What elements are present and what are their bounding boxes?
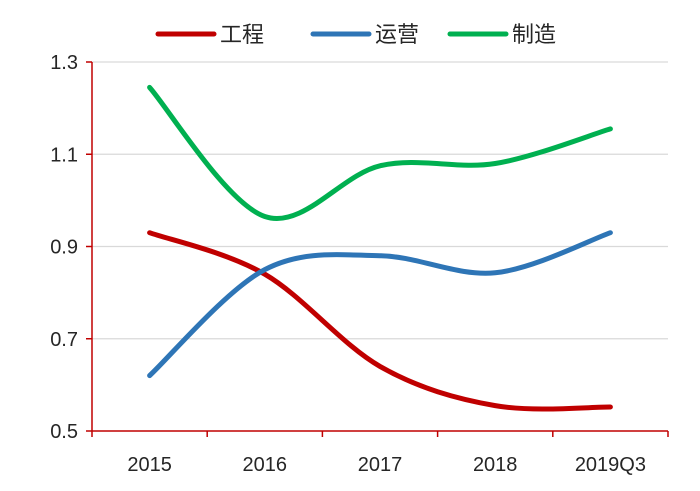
- x-tick-label: 2015: [127, 454, 172, 476]
- gridlines: [92, 61, 668, 340]
- y-tick-label: 1.1: [50, 144, 78, 166]
- x-tick-label: 2019Q3: [575, 454, 646, 476]
- y-tick-label: 0.9: [50, 237, 78, 259]
- legend-label: 工程: [220, 23, 264, 48]
- y-tick-label: 0.7: [50, 329, 78, 351]
- x-tick-label: 2018: [473, 454, 518, 476]
- series-line-0: [147, 230, 613, 412]
- y-tick-label: 1.3: [50, 52, 78, 74]
- axes: 0.5 0.7 0.9 1.1 1.3 2015 2016 2017 2018 2019Q3: [50, 52, 669, 476]
- series-lines: [147, 84, 613, 412]
- x-tick-label: 2017: [358, 454, 403, 476]
- legend-label: 制造: [512, 23, 556, 48]
- legend-label: 运营: [375, 23, 419, 48]
- series-line-1: [147, 230, 613, 379]
- series-line-2: [147, 84, 613, 221]
- legend: 工程 运营 制造: [155, 23, 556, 48]
- y-tick-label: 0.5: [50, 421, 78, 443]
- x-tick-label: 2016: [243, 454, 288, 476]
